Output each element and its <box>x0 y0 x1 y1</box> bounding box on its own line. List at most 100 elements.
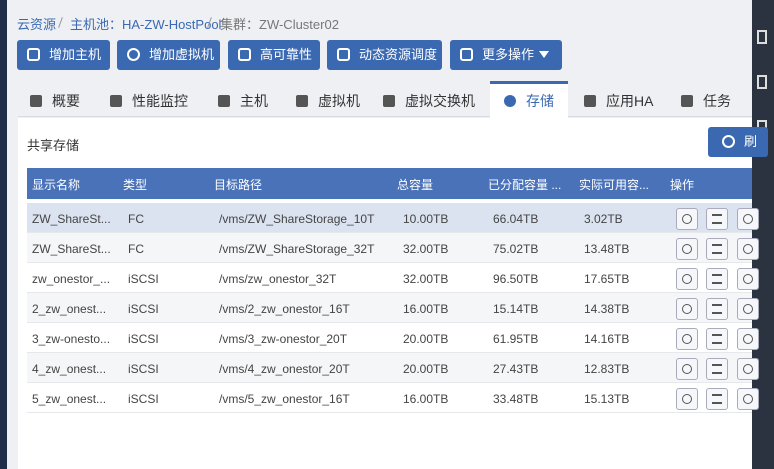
action-icon <box>712 274 722 284</box>
side-icon[interactable] <box>757 75 767 89</box>
action-icon <box>743 334 753 344</box>
action-button[interactable] <box>737 388 759 410</box>
active-tab-bg <box>490 81 568 118</box>
cell: 12.83TB <box>584 362 630 376</box>
action-button[interactable] <box>737 268 759 290</box>
action-button[interactable] <box>676 328 698 350</box>
tab-label: 任务 <box>703 93 731 109</box>
cell: ZW_ShareSt... <box>32 212 111 226</box>
tab-label: 应用HA <box>606 93 654 109</box>
toolbar-button[interactable]: 动态资源调度 <box>327 40 442 70</box>
action-button[interactable] <box>706 208 728 230</box>
tab-label: 存储 <box>526 93 554 109</box>
tab-icon <box>110 95 122 107</box>
breadcrumb-item[interactable]: 云资源 <box>17 17 57 32</box>
table-row[interactable] <box>27 263 752 293</box>
cell: /vms/ZW_ShareStorage_10T <box>219 212 375 226</box>
table-row[interactable] <box>27 323 752 353</box>
action-icon <box>712 304 722 314</box>
action-icon <box>682 364 692 374</box>
action-button[interactable] <box>737 238 759 260</box>
action-button[interactable] <box>676 268 698 290</box>
cell: 16.00TB <box>403 392 449 406</box>
cell: /vms/5_zw_onestor_16T <box>219 392 350 406</box>
cell: 33.48TB <box>493 392 539 406</box>
cell: 15.13TB <box>584 392 630 406</box>
cell: iSCSI <box>128 392 159 406</box>
toolbar-button[interactable]: 更多操作 <box>450 40 562 70</box>
action-icon <box>682 304 692 314</box>
action-button[interactable] <box>706 388 728 410</box>
table-row[interactable] <box>27 233 752 263</box>
table-row[interactable] <box>27 293 752 323</box>
column-header: 已分配容量 ... <box>488 178 562 192</box>
tab-label: 概要 <box>52 93 80 109</box>
caret <box>539 51 549 58</box>
action-icon <box>712 394 722 404</box>
action-icon <box>743 304 753 314</box>
column-header: 显示名称 <box>32 178 81 192</box>
cell: 13.48TB <box>584 242 630 256</box>
action-button[interactable] <box>676 298 698 320</box>
cell: 27.43TB <box>493 362 539 376</box>
cell: FC <box>128 242 144 256</box>
action-button[interactable] <box>737 358 759 380</box>
button-label: 增加虚拟机 <box>149 47 215 62</box>
action-button[interactable] <box>706 358 728 380</box>
cell: 3_zw-onesto... <box>32 332 111 346</box>
action-button[interactable] <box>706 298 728 320</box>
action-button[interactable] <box>676 358 698 380</box>
button-icon <box>238 48 251 61</box>
button-icon <box>27 48 40 61</box>
column-header: 类型 <box>123 178 148 192</box>
cell: iSCSI <box>128 332 159 346</box>
refresh-label: 刷 <box>744 134 758 149</box>
side-icon[interactable] <box>757 30 767 44</box>
action-button[interactable] <box>706 328 728 350</box>
action-button[interactable] <box>737 298 759 320</box>
cell: zw_onestor_... <box>32 272 111 286</box>
button-icon <box>337 48 350 61</box>
column-header: 总容量 <box>397 178 434 192</box>
cell: 4_zw_onest... <box>32 362 107 376</box>
column-header: 目标路径 <box>214 178 263 192</box>
tab-divider <box>18 116 752 117</box>
table-row[interactable] <box>27 203 752 233</box>
cell: 17.65TB <box>584 272 630 286</box>
button-label: 高可靠性 <box>260 47 313 62</box>
table-row[interactable] <box>27 353 752 383</box>
refresh-button[interactable]: 刷 <box>708 127 768 157</box>
toolbar-button[interactable]: 高可靠性 <box>228 40 320 70</box>
toolbar-button[interactable]: 增加虚拟机 <box>117 40 220 70</box>
action-icon <box>712 244 722 254</box>
tab-icon <box>296 95 308 107</box>
cell: 15.14TB <box>493 302 539 316</box>
cell: iSCSI <box>128 302 159 316</box>
toolbar-button[interactable]: 增加主机 <box>17 40 110 70</box>
button-icon <box>460 48 473 61</box>
cell: 10.00TB <box>403 212 449 226</box>
tab-label: 性能监控 <box>132 93 188 109</box>
action-icon <box>743 274 753 284</box>
action-button[interactable] <box>706 238 728 260</box>
tab-icon <box>30 95 42 107</box>
breadcrumb-item[interactable]: 主机池：HA-ZW-HostPool <box>70 17 222 32</box>
action-icon <box>712 364 722 374</box>
action-icon <box>712 334 722 344</box>
action-icon <box>743 214 753 224</box>
action-button[interactable] <box>676 388 698 410</box>
tab-icon <box>584 95 596 107</box>
cell: 5_zw_onest... <box>32 392 107 406</box>
action-button[interactable] <box>737 328 759 350</box>
action-button[interactable] <box>676 208 698 230</box>
table-row[interactable] <box>27 383 752 413</box>
action-button[interactable] <box>737 208 759 230</box>
tab-icon <box>504 95 516 107</box>
action-icon <box>712 214 722 224</box>
action-icon <box>682 214 692 224</box>
breadcrumb-item: 集群：ZW-Cluster02 <box>220 17 339 32</box>
action-button[interactable] <box>706 268 728 290</box>
action-icon <box>682 394 692 404</box>
action-button[interactable] <box>676 238 698 260</box>
